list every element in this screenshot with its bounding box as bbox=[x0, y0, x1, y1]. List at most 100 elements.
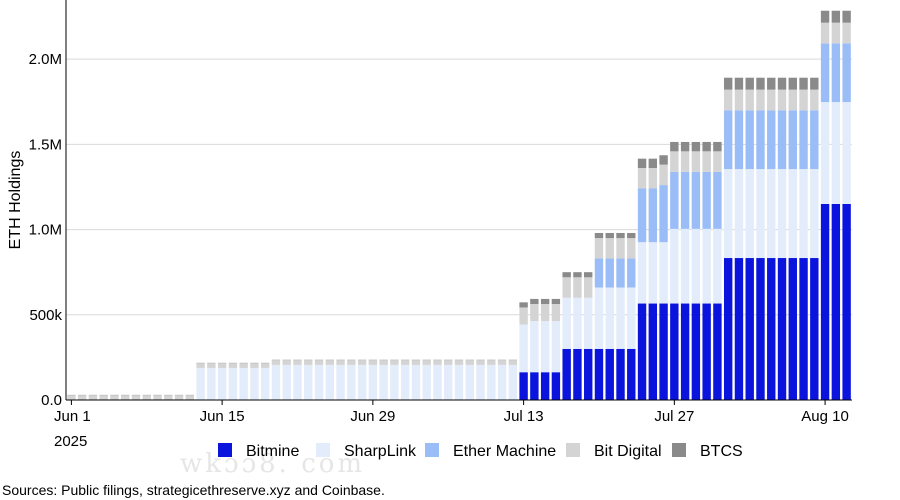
bar-stack bbox=[153, 394, 162, 400]
bar-segment-sharplink bbox=[250, 367, 259, 400]
bar-stack bbox=[293, 359, 302, 400]
bar-segment-btcs bbox=[637, 158, 647, 169]
bar-segment-btcs bbox=[820, 10, 830, 23]
bar-segment-bit-digital bbox=[433, 360, 442, 365]
bar-segment-bit-digital bbox=[271, 360, 281, 365]
bar-segment-bit-digital bbox=[228, 363, 238, 368]
bar-stack bbox=[239, 362, 248, 400]
bar-segment-btcs bbox=[594, 232, 604, 239]
legend-label: Bitmine bbox=[246, 443, 299, 460]
bar-segment-bitmine bbox=[713, 303, 722, 400]
bar-segment-bitmine bbox=[723, 258, 733, 400]
bar-segment-bitmine bbox=[777, 258, 787, 400]
bar-segment-bit-digital bbox=[217, 363, 227, 368]
bar-stack bbox=[820, 10, 830, 400]
bar-segment-bitmine bbox=[680, 303, 690, 400]
bar-stacks bbox=[67, 10, 851, 400]
bar-segment-ether-machine bbox=[842, 43, 851, 103]
bar-segment-sharplink bbox=[594, 287, 604, 349]
bar-segment-sharplink bbox=[314, 364, 324, 400]
legend-label: SharpLink bbox=[344, 443, 417, 460]
bar-segment-sharplink bbox=[379, 364, 388, 400]
bar-segment-bit-digital bbox=[379, 360, 388, 365]
bar-stack bbox=[745, 77, 754, 400]
bar-segment-bitmine bbox=[562, 348, 571, 400]
bar-segment-bit-digital bbox=[239, 363, 248, 368]
bar-stack bbox=[702, 141, 711, 400]
bar-stack bbox=[476, 359, 485, 400]
bar-segment-ether-machine bbox=[831, 43, 841, 103]
bar-segment-sharplink bbox=[540, 321, 550, 373]
bar-stack bbox=[756, 77, 765, 400]
bar-segment-btcs bbox=[648, 158, 658, 169]
bar-stack bbox=[379, 359, 388, 400]
bar-segment-bit-digital bbox=[799, 89, 808, 111]
bar-segment-btcs bbox=[659, 155, 668, 165]
bar-segment-sharplink bbox=[476, 364, 485, 400]
bar-segment-bitmine bbox=[616, 348, 625, 400]
bar-segment-btcs bbox=[756, 77, 765, 90]
bar-segment-bit-digital bbox=[336, 360, 345, 365]
bar-segment-btcs bbox=[573, 272, 582, 278]
bar-segment-bitmine bbox=[788, 258, 797, 400]
y-axis-title: ETH Holdings bbox=[7, 151, 24, 250]
bar-segment-btcs bbox=[680, 141, 690, 152]
bar-segment-bit-digital bbox=[767, 89, 776, 111]
bar-segment-bitmine bbox=[842, 204, 851, 400]
bar-segment-btcs bbox=[605, 232, 614, 239]
bar-stack bbox=[433, 359, 442, 400]
bar-segment-bit-digital bbox=[293, 360, 302, 365]
bar-segment-bitmine bbox=[670, 303, 679, 400]
source-note: Sources: Public filings, strategicethres… bbox=[2, 482, 385, 498]
bar-segment-bit-digital bbox=[465, 360, 474, 365]
bar-segment-sharplink bbox=[487, 364, 496, 400]
bar-stack bbox=[605, 232, 614, 400]
bar-segment-sharplink bbox=[810, 169, 819, 259]
bar-stack bbox=[637, 158, 647, 400]
x-tick-label: Jun 1 bbox=[54, 408, 91, 425]
bar-stack bbox=[411, 359, 421, 400]
x-axis-ticks: Jun 1 2025 Jun 15 Jun 29 Jul 13 Jul 27 Aug 10 bbox=[54, 400, 849, 450]
bar-segment-sharplink bbox=[573, 297, 582, 349]
bar-stack bbox=[842, 10, 851, 400]
bar-segment-sharplink bbox=[465, 364, 474, 400]
legend-label: BTCS bbox=[700, 443, 743, 460]
bar-segment-ether-machine bbox=[777, 110, 787, 170]
bar-segment-bit-digital bbox=[648, 168, 658, 189]
bar-segment-btcs bbox=[670, 141, 679, 152]
bar-stack bbox=[422, 359, 431, 400]
bar-segment-sharplink bbox=[842, 102, 851, 204]
bar-stack bbox=[530, 298, 539, 400]
bar-segment-sharplink bbox=[627, 287, 636, 349]
bar-segment-bitmine bbox=[551, 372, 561, 400]
bar-segment-bit-digital bbox=[659, 164, 668, 186]
bar-segment-ether-machine bbox=[756, 110, 765, 170]
bar-stack bbox=[519, 302, 528, 400]
bar-segment-sharplink bbox=[767, 169, 776, 259]
bar-stack bbox=[584, 272, 593, 400]
bar-stack bbox=[767, 77, 776, 400]
bar-segment-bitmine bbox=[627, 348, 636, 400]
bar-segment-bitmine bbox=[648, 303, 658, 400]
bar-segment-bit-digital bbox=[680, 151, 690, 172]
bar-segment-sharplink bbox=[239, 367, 248, 400]
bar-segment-btcs bbox=[562, 272, 571, 278]
bar-segment-sharplink bbox=[637, 242, 647, 304]
bar-segment-bit-digital bbox=[250, 363, 259, 368]
bar-stack bbox=[260, 362, 270, 400]
bar-segment-bit-digital bbox=[788, 89, 797, 111]
bar-segment-btcs bbox=[530, 298, 539, 305]
bar-segment-sharplink bbox=[605, 287, 614, 349]
bar-segment-btcs bbox=[723, 77, 733, 90]
gridlines bbox=[66, 58, 852, 316]
bar-segment-bit-digital bbox=[831, 22, 841, 44]
bar-segment-sharplink bbox=[530, 321, 539, 373]
bar-segment-sharplink bbox=[745, 169, 754, 259]
legend-label: Bit Digital bbox=[594, 443, 662, 460]
bar-stack bbox=[185, 394, 195, 400]
bar-segment-bit-digital bbox=[153, 395, 162, 400]
bar-segment-bit-digital bbox=[390, 360, 399, 365]
bar-stack bbox=[540, 298, 550, 400]
bar-segment-bit-digital bbox=[756, 89, 765, 111]
